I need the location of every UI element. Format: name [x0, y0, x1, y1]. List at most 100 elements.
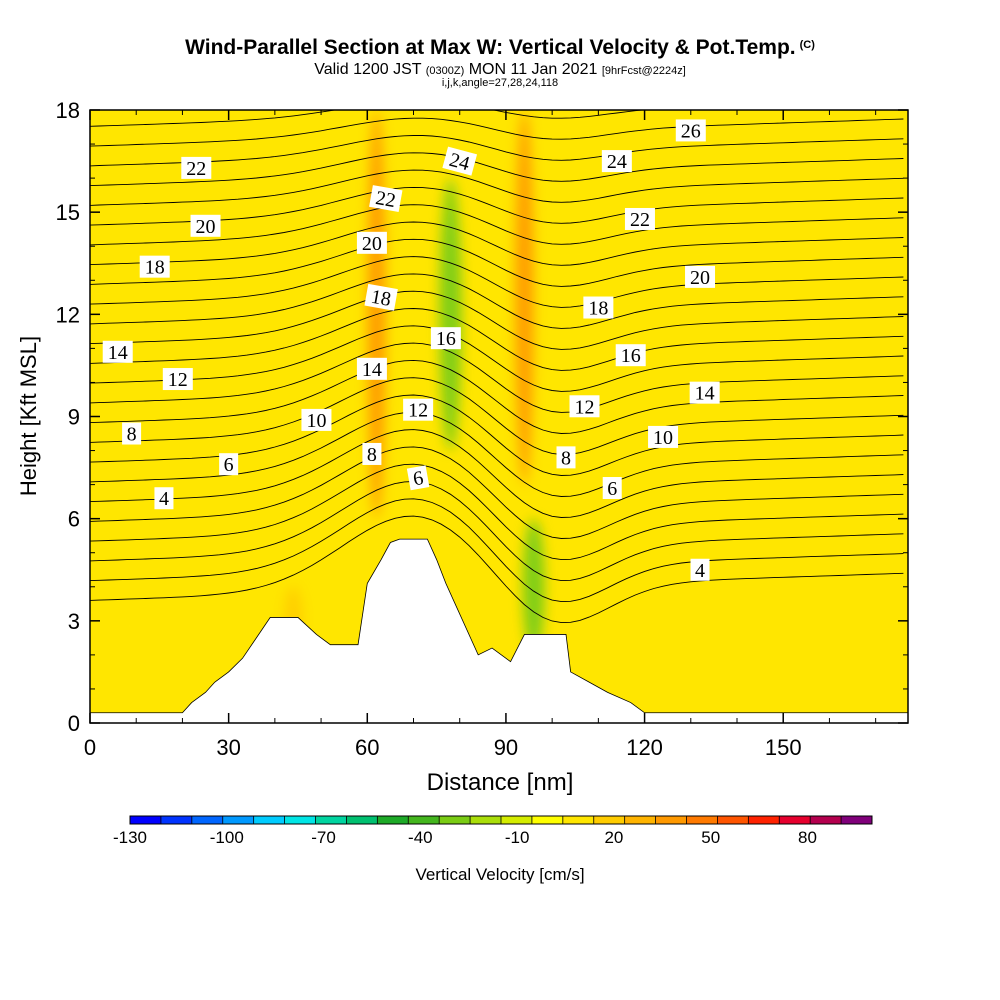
- theta-contour: [90, 498, 904, 603]
- contour-label-bg: [364, 283, 398, 311]
- contour-label-group: 24: [442, 146, 478, 176]
- contour-label: 14: [362, 359, 382, 381]
- contour-label-bg: [569, 395, 600, 418]
- y-tick-label: 12: [56, 302, 80, 327]
- theta-contour: [90, 411, 904, 497]
- contour-label: 18: [145, 257, 165, 279]
- contour-label-group: 14: [356, 357, 387, 381]
- colorbar-tick-label: 80: [798, 828, 817, 847]
- colorbar-swatch: [130, 816, 162, 824]
- contour-label-bg: [154, 487, 174, 510]
- chart-indices: i,j,k,angle=27,28,24,118: [441, 77, 559, 89]
- colorbar-swatch: [593, 816, 626, 824]
- colorbar-swatch: [470, 816, 502, 824]
- contour-label-group: 8: [556, 446, 576, 469]
- contour-label: 22: [186, 158, 206, 180]
- contour-label-bg: [362, 442, 382, 465]
- contour-label-bg: [430, 327, 461, 350]
- y-tick-label: 3: [68, 609, 80, 634]
- x-tick-label: 0: [84, 735, 96, 760]
- contour-label-bg: [602, 477, 622, 500]
- theta-contour: [90, 359, 904, 434]
- colorbar-tick-label: -40: [408, 828, 433, 847]
- contour-label-group: 20: [190, 214, 221, 238]
- contour-label: 8: [367, 444, 377, 466]
- contour-label-bg: [122, 422, 142, 445]
- contour-label-bg: [190, 214, 221, 237]
- theta-contour: [90, 238, 904, 287]
- theta-contour: [90, 325, 904, 392]
- contour-label-bg: [406, 465, 430, 491]
- contour-label-bg: [219, 453, 239, 476]
- contour-label-group: 4: [154, 487, 174, 510]
- theta-contour: [90, 169, 904, 206]
- colorbar-swatch: [531, 816, 564, 824]
- contour-label-group: 14: [689, 381, 720, 405]
- contour-label-group: 4: [690, 558, 710, 582]
- y-tick-label: 18: [56, 98, 80, 123]
- contour-label-bg: [583, 296, 614, 319]
- theta-contour: [90, 308, 904, 371]
- contour-label: 4: [159, 488, 169, 510]
- contour-label: 18: [369, 286, 393, 311]
- colorbar-swatch: [748, 816, 780, 824]
- contour-label-group: 22: [181, 156, 212, 180]
- contour-label: 18: [588, 298, 608, 320]
- contour-label-group: 16: [615, 344, 646, 367]
- contour-label: 22: [374, 187, 398, 212]
- contour-label-group: 12: [403, 398, 434, 422]
- contour-label-group: 8: [362, 442, 382, 466]
- contour-label-bg: [162, 368, 193, 391]
- colorbar-swatch: [624, 816, 657, 824]
- theta-contour: [90, 152, 904, 187]
- contour-label: 8: [127, 424, 137, 446]
- colorbar-swatch: [686, 816, 718, 824]
- colorbar-tick-label: -70: [311, 828, 336, 847]
- contour-label-bg: [556, 446, 576, 469]
- chart-subtitle: Valid 1200 JST (0300Z) MON 11 Jan 2021 […: [314, 61, 686, 78]
- contour-label-group: 16: [430, 327, 461, 350]
- contour-label-bg: [356, 231, 387, 254]
- contour-label: 10: [653, 427, 673, 449]
- x-tick-label: 60: [355, 735, 379, 760]
- colorbar-swatch: [408, 816, 440, 824]
- y-tick-label: 9: [68, 405, 80, 430]
- contour-label-bg: [615, 344, 646, 367]
- contour-label: 16: [621, 345, 641, 367]
- contour-label-group: 20: [685, 265, 716, 289]
- contour-label-group: 22: [624, 207, 655, 231]
- theta-contour: [90, 204, 904, 246]
- contour-label: 6: [411, 467, 425, 490]
- y-tick-label: 0: [68, 711, 80, 736]
- x-tick-label: 30: [216, 735, 240, 760]
- theta-contour: [90, 515, 904, 624]
- velocity-feature-2: [439, 178, 462, 451]
- contour-label-group: 18: [364, 283, 398, 311]
- contour-label-bg: [675, 119, 706, 142]
- contour-label: 4: [695, 560, 705, 582]
- contour-label-group: 6: [406, 465, 430, 491]
- theta-contour: [90, 377, 904, 455]
- colorbar-tick-label: -100: [210, 828, 244, 847]
- contour-label-group: 6: [602, 477, 622, 500]
- contour-label-group: 14: [102, 340, 133, 364]
- theta-contour: [90, 135, 904, 167]
- colorbar-swatch: [562, 816, 595, 824]
- colorbar-tick-label: -130: [113, 828, 147, 847]
- theta-contour: [90, 446, 904, 539]
- y-tick-label: 6: [68, 507, 80, 532]
- contour-label-bg: [624, 207, 655, 230]
- contour-label-group: 10: [648, 425, 679, 449]
- contour-label-group: 8: [122, 422, 142, 446]
- theta-contour: [90, 429, 904, 518]
- colorbar-swatch: [501, 816, 533, 824]
- x-tick-label: 120: [626, 735, 663, 760]
- theta-contour: [90, 221, 904, 266]
- contour-label: 22: [630, 209, 650, 231]
- contour-label: 10: [306, 410, 326, 432]
- y-tick-label: 15: [56, 200, 80, 225]
- x-axis-label: Distance [nm]: [427, 769, 574, 796]
- contour-label: 6: [224, 454, 234, 476]
- colorbar-swatch: [253, 816, 286, 824]
